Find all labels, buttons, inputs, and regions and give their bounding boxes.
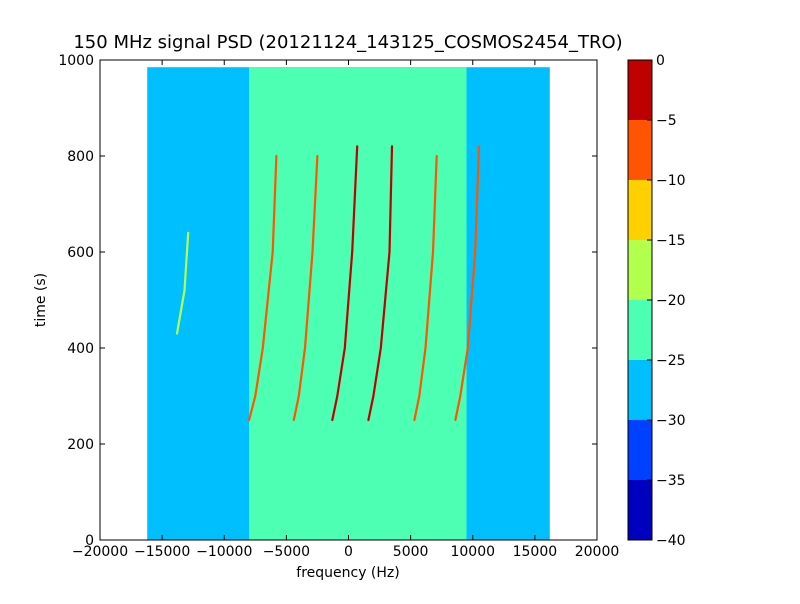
chart-title: 150 MHz signal PSD (20121124_143125_COSM… — [73, 32, 622, 53]
colorbar — [627, 59, 653, 541]
colorbar-segment — [628, 120, 652, 180]
noise-floor-center — [249, 67, 467, 540]
colorbar-segment — [628, 480, 652, 540]
x-tick-label: −15000 — [134, 544, 190, 560]
signal-traces — [175, 145, 481, 422]
colorbar-segment — [628, 60, 652, 120]
y-tick-label: 200 — [67, 437, 94, 453]
colorbar-tick-label: −10 — [656, 173, 686, 189]
colorbar-segment — [628, 300, 652, 360]
colorbar-ticks: −40 −35 −30 −25 −20 −15 −10 −5 0 — [647, 53, 686, 549]
y-axis-label: time (s) — [33, 273, 49, 327]
x-tick-label: 5000 — [393, 544, 429, 560]
x-tick-label: −20000 — [72, 544, 128, 560]
colorbar-tick-label: −15 — [656, 233, 686, 249]
y-tick-label: 1000 — [58, 53, 94, 69]
colorbar-segment — [628, 420, 652, 480]
signal-trace-2 — [367, 145, 394, 422]
colorbar-tick-label: −35 — [656, 473, 686, 489]
signal-trace-4 — [454, 145, 481, 422]
colorbar-tick-label: 0 — [656, 53, 665, 69]
colorbar-segment — [628, 360, 652, 420]
colorbar-tick-label: −25 — [656, 353, 686, 369]
signal-trace-1 — [331, 145, 359, 422]
x-tick-label: 20000 — [575, 544, 620, 560]
y-tick-label: 800 — [67, 149, 94, 165]
signal-trace-5 — [292, 154, 319, 422]
colorbar-segment — [628, 240, 652, 300]
x-tick-label: −10000 — [196, 544, 252, 560]
signal-trace-6 — [413, 154, 438, 422]
y-tick-label: 400 — [67, 341, 94, 357]
colorbar-tick-label: −30 — [656, 413, 686, 429]
x-tick-label: 10000 — [450, 544, 495, 560]
colorbar-segment — [628, 180, 652, 240]
colorbar-tick-label: −40 — [656, 533, 686, 549]
x-tick-label: 15000 — [513, 544, 558, 560]
colorbar-tick-label: −5 — [656, 113, 677, 129]
signal-trace-3 — [248, 154, 278, 422]
y-tick-label: 600 — [67, 245, 94, 261]
x-axis-ticks: −20000 −15000 −10000 −5000 0 5000 10000 15000 20… — [72, 60, 619, 560]
x-tick-label: 0 — [344, 544, 353, 560]
signal-trace-7 — [175, 231, 190, 335]
y-tick-label: 0 — [85, 533, 94, 549]
colorbar-tick-label: −20 — [656, 293, 686, 309]
y-axis-ticks: 0 200 400 600 800 1000 — [58, 53, 597, 549]
x-tick-label: −5000 — [263, 544, 310, 560]
x-axis-label: frequency (Hz) — [296, 565, 399, 581]
